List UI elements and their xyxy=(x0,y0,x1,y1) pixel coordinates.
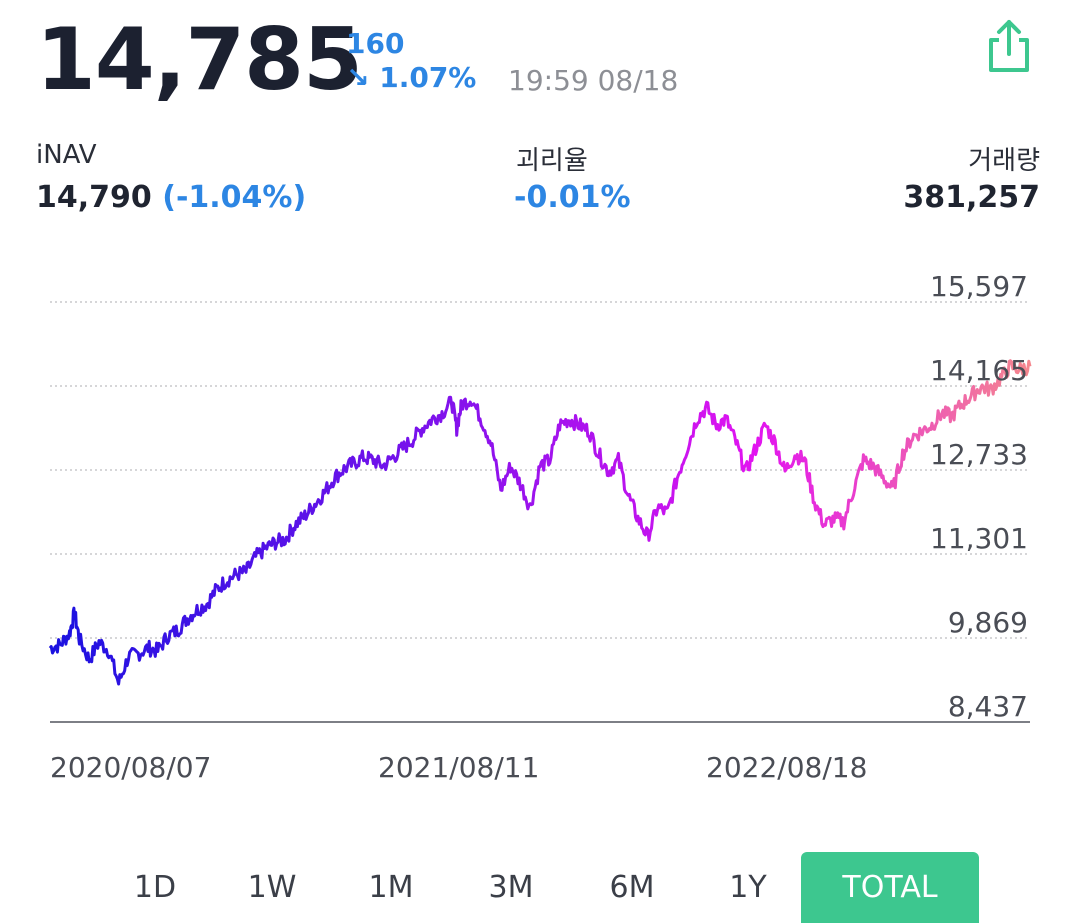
current-price: 14,785 xyxy=(36,10,362,110)
change-percent: 1.07% xyxy=(379,61,476,94)
change-percent-row: ↘ 1.07% xyxy=(346,61,476,95)
share-icon xyxy=(985,18,1033,74)
inav-change: (-1.04%) xyxy=(162,180,306,215)
inav-value: 14,790 xyxy=(36,180,152,215)
y-tick-label: 15,597 xyxy=(930,270,1028,303)
y-tick-label: 9,869 xyxy=(948,606,1028,639)
price-chart[interactable]: 15,597 14,165 12,733 11,301 9,869 8,437 2020/… xyxy=(0,255,1080,795)
price-change: 160 ↘ 1.07% xyxy=(346,27,476,95)
period-tab-6m[interactable]: 6M xyxy=(577,852,687,923)
period-tab-1y[interactable]: 1Y xyxy=(693,852,803,923)
period-tab-1w[interactable]: 1W xyxy=(217,852,327,923)
change-absolute: 160 xyxy=(346,27,476,61)
period-tab-1m[interactable]: 1M xyxy=(336,852,446,923)
y-tick-label: 8,437 xyxy=(948,690,1028,723)
y-tick-label: 12,733 xyxy=(930,438,1028,471)
y-tick-label: 14,165 xyxy=(930,354,1028,387)
x-tick-label: 2020/08/07 xyxy=(50,751,211,784)
x-tick-label: 2022/08/18 xyxy=(706,751,867,784)
disparity-label: 괴리율 xyxy=(516,140,588,177)
inav-label: iNAV xyxy=(36,140,97,170)
x-tick-label: 2021/08/11 xyxy=(378,751,539,784)
period-selector: 1D 1W 1M 3M 6M 1Y TOTAL xyxy=(100,852,1000,923)
volume-value: 381,257 xyxy=(903,180,1040,215)
down-arrow-icon: ↘ xyxy=(346,61,369,94)
inav-value-row: 14,790 (-1.04%) xyxy=(36,180,306,215)
price-line xyxy=(50,361,1030,684)
timestamp: 19:59 08/18 xyxy=(508,64,678,97)
period-tab-total[interactable]: TOTAL xyxy=(801,852,979,923)
volume-label: 거래량 xyxy=(968,140,1040,177)
disparity-value: -0.01% xyxy=(514,180,631,215)
y-tick-label: 11,301 xyxy=(930,522,1028,555)
share-button[interactable] xyxy=(985,18,1033,74)
period-tab-1d[interactable]: 1D xyxy=(100,852,210,923)
period-tab-3m[interactable]: 3M xyxy=(456,852,566,923)
